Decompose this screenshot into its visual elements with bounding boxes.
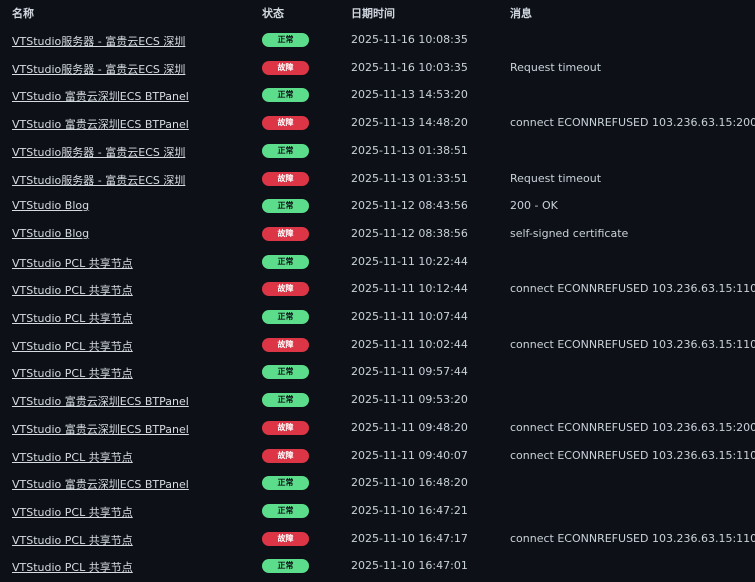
monitor-name-link[interactable]: VTStudio服务器 - 富贵云ECS 深圳 xyxy=(12,62,186,76)
event-datetime: 2025-11-13 01:33:51 xyxy=(351,171,468,185)
event-datetime: 2025-11-10 16:47:21 xyxy=(351,503,468,517)
event-message: self-signed certificate xyxy=(510,226,629,240)
table-row: VTStudio服务器 - 富贵云ECS 深圳 故障 2025-11-13 01:3… xyxy=(0,165,755,193)
table-row: VTStudio PCL 共享节点 正常 2025-11-11 10:07:44 xyxy=(0,303,755,331)
status-badge: 正常 xyxy=(262,393,309,408)
event-message: Request timeout xyxy=(510,171,602,185)
event-message: connect ECONNREFUSED 103.236.63.15:2006 xyxy=(510,116,755,130)
table-row: VTStudio PCL 共享节点 故障 2025-11-11 09:40:07 co… xyxy=(0,442,755,470)
event-datetime: 2025-11-11 09:40:07 xyxy=(351,448,468,462)
event-datetime: 2025-11-16 10:03:35 xyxy=(351,60,468,74)
table-row: VTStudio PCL 共享节点 正常 2025-11-10 16:47:01 xyxy=(0,552,755,580)
status-badge: 故障 xyxy=(262,171,309,186)
monitor-name-link[interactable]: VTStudio PCL 共享节点 xyxy=(12,312,133,325)
monitor-name-link[interactable]: VTStudio 富贵云深圳ECS BTPanel xyxy=(12,118,189,132)
table-row: VTStudio PCL 共享节点 正常 2025-11-11 10:22:44 xyxy=(0,248,755,276)
column-header-message: 消息 xyxy=(510,7,532,20)
monitor-name-link[interactable]: VTStudio 富贵云深圳ECS BTPanel xyxy=(12,395,189,409)
status-badge: 故障 xyxy=(262,116,309,131)
table-header: 名称 状态 日期时间 消息 xyxy=(0,0,755,26)
status-badge: 正常 xyxy=(262,476,309,491)
table-row: VTStudio 富贵云深圳ECS BTPanel 正常 2025-11-11 09… xyxy=(0,386,755,414)
monitor-name-link[interactable]: VTStudio PCL 共享节点 xyxy=(12,256,133,270)
event-message: connect ECONNREFUSED 103.236.63.15:2006 xyxy=(510,420,755,434)
table-row: VTStudio PCL 共享节点 正常 2025-11-10 16:47:21 xyxy=(0,497,755,525)
event-datetime: 2025-11-10 16:47:01 xyxy=(351,559,468,573)
monitor-name-link[interactable]: VTStudio Blog xyxy=(12,199,90,213)
table-row: VTStudio 富贵云深圳ECS BTPanel 故障 2025-11-11 09… xyxy=(0,414,755,442)
event-datetime: 2025-11-11 09:48:20 xyxy=(351,420,468,434)
monitor-name-link[interactable]: VTStudio PCL 共享节点 xyxy=(12,367,133,381)
status-badge: 正常 xyxy=(262,310,309,324)
event-datetime: 2025-11-11 10:22:44 xyxy=(351,254,468,268)
monitor-name-link[interactable]: VTStudio PCL 共享节点 xyxy=(12,533,133,547)
monitor-name-link[interactable]: VTStudio服务器 - 富贵云ECS 深圳 xyxy=(12,173,186,187)
event-datetime: 2025-11-10 16:47:17 xyxy=(351,531,468,545)
table-row: VTStudio 富贵云深圳ECS BTPanel 正常 2025-11-10 16… xyxy=(0,469,755,497)
table-row: VTStudio Blog 故障 2025-11-12 08:38:56 self-s… xyxy=(0,220,755,248)
event-datetime: 2025-11-11 10:12:44 xyxy=(351,282,468,296)
monitor-name-link[interactable]: VTStudio服务器 - 富贵云ECS 深圳 xyxy=(12,35,186,48)
table-row: VTStudio PCL 共享节点 故障 2025-11-10 16:47:17 co… xyxy=(0,525,755,553)
monitor-name-link[interactable]: VTStudio PCL 共享节点 xyxy=(12,450,133,464)
event-message: connect ECONNREFUSED 103.236.63.15:11010 xyxy=(510,448,755,462)
status-badge: 故障 xyxy=(262,226,309,241)
status-badge: 故障 xyxy=(262,60,309,75)
event-datetime: 2025-11-13 14:53:20 xyxy=(351,88,468,102)
event-datetime: 2025-11-13 01:38:51 xyxy=(351,143,468,157)
monitor-name-link[interactable]: VTStudio服务器 - 富贵云ECS 深圳 xyxy=(12,145,186,159)
event-message: Request timeout xyxy=(510,60,602,74)
monitor-name-link[interactable]: VTStudio 富贵云深圳ECS BTPanel xyxy=(12,478,189,492)
table-row: VTStudio服务器 - 富贵云ECS 深圳 正常 2025-11-13 01:3… xyxy=(0,137,755,165)
column-header-name: 名称 xyxy=(12,7,34,20)
status-badge: 正常 xyxy=(262,254,309,269)
table-row: VTStudio服务器 - 富贵云ECS 深圳 故障 2025-11-16 10:0… xyxy=(0,54,755,82)
event-message: connect ECONNREFUSED 103.236.63.15:11012 xyxy=(510,531,755,545)
event-message: connect ECONNREFUSED 103.236.63.15:11010 xyxy=(510,282,755,296)
table-row: VTStudio PCL 共享节点 故障 2025-11-11 10:12:44 co… xyxy=(0,275,755,303)
event-message: connect ECONNREFUSED 103.236.63.15:11010 xyxy=(510,337,755,351)
monitor-name-link[interactable]: VTStudio PCL 共享节点 xyxy=(12,339,133,353)
event-datetime: 2025-11-13 14:48:20 xyxy=(351,116,468,130)
event-datetime: 2025-11-10 16:48:20 xyxy=(351,476,468,490)
status-badge: 故障 xyxy=(262,337,309,352)
status-badge: 故障 xyxy=(262,531,309,546)
column-header-status: 状态 xyxy=(262,7,284,20)
event-datetime: 2025-11-16 10:08:35 xyxy=(351,33,468,46)
event-datetime: 2025-11-11 09:53:20 xyxy=(351,393,468,407)
table-row: VTStudio PCL 共享节点 故障 2025-11-11 10:02:44 co… xyxy=(0,331,755,359)
column-header-date: 日期时间 xyxy=(351,7,395,20)
table-row: VTStudio 富贵云深圳ECS BTPanel 正常 2025-11-13 14… xyxy=(0,81,755,109)
monitor-name-link[interactable]: VTStudio 富贵云深圳ECS BTPanel xyxy=(12,90,189,104)
monitor-name-link[interactable]: VTStudio Blog xyxy=(12,226,90,240)
status-badge: 故障 xyxy=(262,420,309,435)
table-row: VTStudio PCL 共享节点 正常 2025-11-11 09:57:44 xyxy=(0,358,755,386)
status-badge: 正常 xyxy=(262,33,309,47)
monitor-name-link[interactable]: VTStudio PCL 共享节点 xyxy=(12,561,133,575)
status-badge: 正常 xyxy=(262,365,309,380)
status-badge: 正常 xyxy=(262,503,309,518)
event-datetime: 2025-11-12 08:43:56 xyxy=(351,199,468,213)
event-message: 200 - OK xyxy=(510,199,558,213)
event-datetime: 2025-11-11 09:57:44 xyxy=(351,365,468,379)
table-row: VTStudio 富贵云深圳ECS BTPanel 故障 2025-11-13 14… xyxy=(0,109,755,137)
event-datetime: 2025-11-11 10:02:44 xyxy=(351,337,468,351)
status-badge: 正常 xyxy=(262,143,309,158)
monitor-name-link[interactable]: VTStudio PCL 共享节点 xyxy=(12,505,133,519)
monitor-name-link[interactable]: VTStudio 富贵云深圳ECS BTPanel xyxy=(12,422,189,436)
monitor-name-link[interactable]: VTStudio PCL 共享节点 xyxy=(12,284,133,298)
status-badge: 正常 xyxy=(262,88,309,103)
status-badge: 正常 xyxy=(262,199,309,214)
table-row: VTStudio服务器 - 富贵云ECS 深圳 正常 2025-11-16 10:0… xyxy=(0,26,755,54)
event-datetime: 2025-11-11 10:07:44 xyxy=(351,310,468,323)
status-badge: 故障 xyxy=(262,448,309,463)
table-row: VTStudio Blog 正常 2025-11-12 08:43:56 200 - … xyxy=(0,192,755,220)
event-datetime: 2025-11-12 08:38:56 xyxy=(351,226,468,240)
status-badge: 正常 xyxy=(262,559,309,574)
status-badge: 故障 xyxy=(262,282,309,297)
